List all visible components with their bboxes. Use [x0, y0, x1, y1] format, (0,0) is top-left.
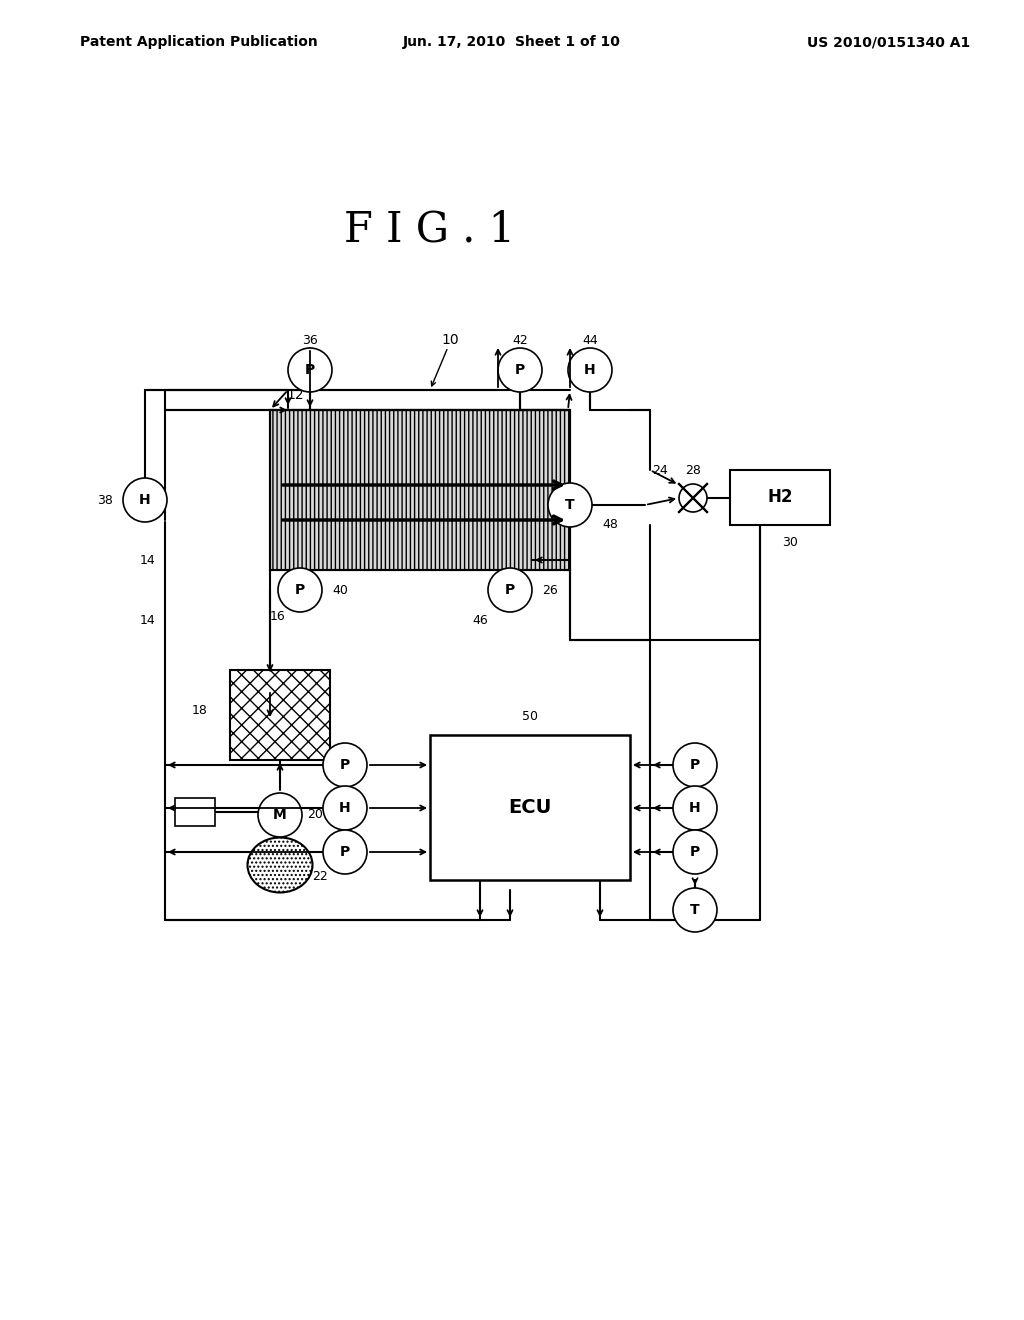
Text: P: P — [295, 583, 305, 597]
Text: 10: 10 — [441, 333, 459, 347]
Circle shape — [673, 830, 717, 874]
Text: 22: 22 — [312, 870, 328, 883]
Text: F I G . 1: F I G . 1 — [344, 209, 515, 251]
Text: US 2010/0151340 A1: US 2010/0151340 A1 — [807, 36, 970, 49]
Text: T: T — [690, 903, 699, 917]
Text: 40: 40 — [332, 583, 348, 597]
Text: Jun. 17, 2010  Sheet 1 of 10: Jun. 17, 2010 Sheet 1 of 10 — [403, 36, 621, 49]
Text: 30: 30 — [782, 536, 798, 549]
Bar — [730, 470, 830, 525]
Circle shape — [673, 888, 717, 932]
Text: 48: 48 — [602, 519, 617, 532]
Text: 14: 14 — [140, 614, 156, 627]
Text: 46: 46 — [472, 614, 487, 627]
Circle shape — [498, 348, 542, 392]
Circle shape — [548, 483, 592, 527]
Circle shape — [679, 484, 707, 512]
Circle shape — [673, 785, 717, 830]
Text: 26: 26 — [542, 583, 558, 597]
Circle shape — [258, 793, 302, 837]
Text: 18: 18 — [193, 704, 208, 717]
Circle shape — [323, 830, 367, 874]
Text: 24: 24 — [652, 463, 668, 477]
Text: Patent Application Publication: Patent Application Publication — [80, 36, 317, 49]
Text: P: P — [515, 363, 525, 378]
Text: P: P — [505, 583, 515, 597]
Text: H: H — [339, 801, 351, 814]
Text: 50: 50 — [522, 710, 538, 723]
Text: 36: 36 — [302, 334, 317, 346]
Circle shape — [278, 568, 322, 612]
Text: P: P — [690, 758, 700, 772]
Text: 28: 28 — [685, 463, 701, 477]
Bar — [175, 799, 215, 826]
Text: P: P — [690, 845, 700, 859]
Text: H: H — [584, 363, 596, 378]
Text: H2: H2 — [767, 488, 793, 507]
Text: P: P — [305, 363, 315, 378]
Text: ECU: ECU — [508, 799, 552, 817]
Text: M: M — [273, 808, 287, 822]
Bar — [430, 735, 630, 880]
Bar — [270, 411, 570, 570]
Text: P: P — [340, 758, 350, 772]
Text: P: P — [340, 845, 350, 859]
Circle shape — [323, 743, 367, 787]
Circle shape — [123, 478, 167, 521]
Text: H: H — [689, 801, 700, 814]
Text: 44: 44 — [582, 334, 598, 346]
Circle shape — [488, 568, 532, 612]
Text: 38: 38 — [97, 494, 113, 507]
Text: T: T — [565, 498, 574, 512]
Circle shape — [288, 348, 332, 392]
Circle shape — [673, 743, 717, 787]
Circle shape — [568, 348, 612, 392]
Text: 16: 16 — [270, 610, 286, 623]
Bar — [270, 411, 570, 570]
Text: 12: 12 — [286, 388, 304, 403]
Text: 14: 14 — [140, 553, 156, 566]
Circle shape — [323, 785, 367, 830]
Text: 20: 20 — [307, 808, 323, 821]
Text: H: H — [139, 492, 151, 507]
Bar — [230, 671, 330, 760]
Ellipse shape — [248, 837, 312, 892]
Text: 42: 42 — [512, 334, 528, 346]
